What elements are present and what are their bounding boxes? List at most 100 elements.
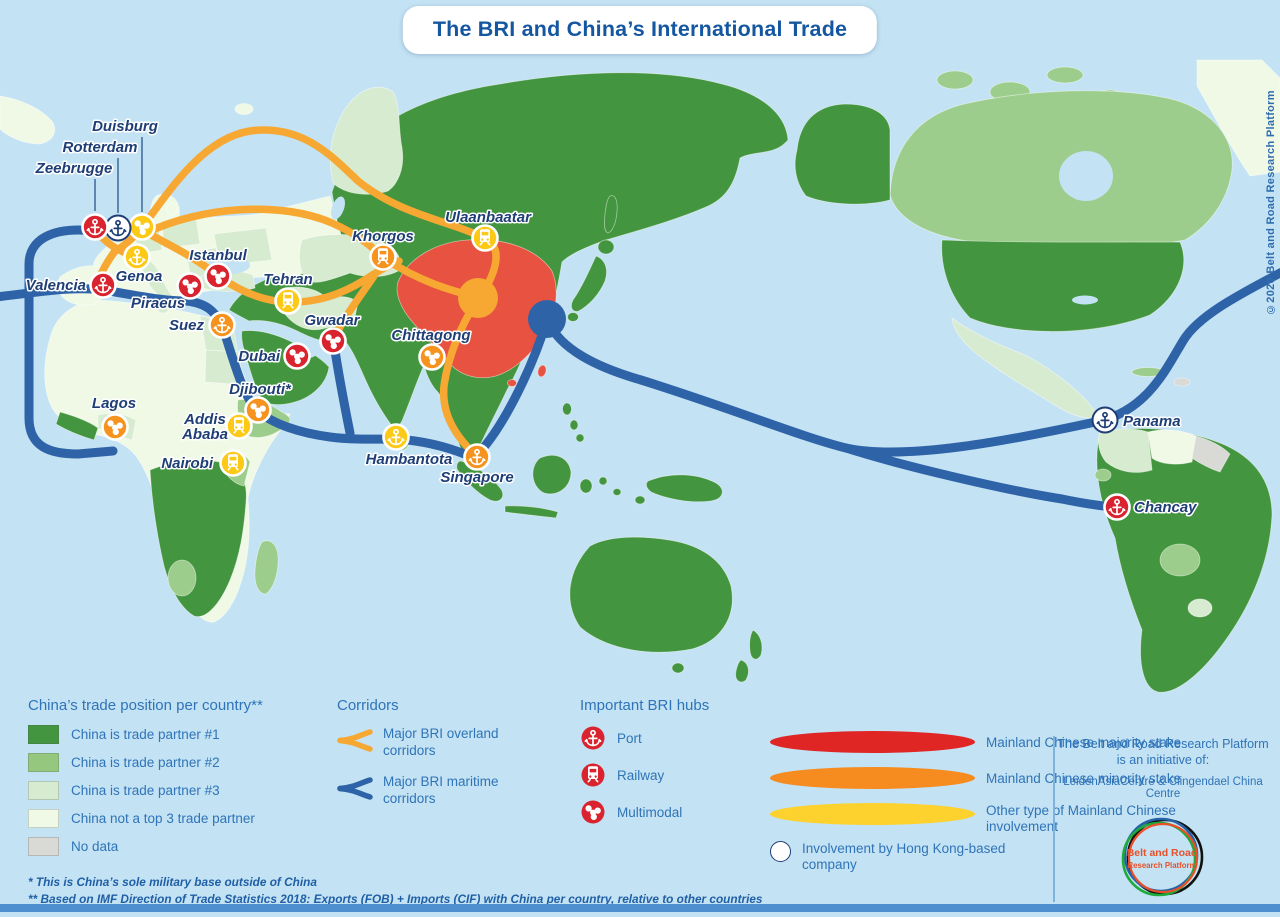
sumatra [456,460,504,502]
city-suez: Suez [167,311,236,339]
city-rotterdam: Rotterdam [61,138,139,242]
city-label-chittagong: Chittagong [391,327,470,344]
city-piraeus: Piraeus [129,272,204,314]
city-label-nairobi: Nairobi [161,455,214,472]
city-label-ulaanbaatar: Ulaanbaatar [445,209,532,226]
city-singapore: Singapore [439,443,515,488]
legend-stakes: Mainland Chinese majority stake Mainland… [770,731,1191,885]
alaska [794,103,891,205]
multimodal-share-icon [581,800,605,824]
color-swatch-partner1 [28,725,59,744]
brrp-logo: Belt and Road Research Platform [1121,817,1204,897]
bolivia [1159,543,1201,577]
city-lagos: Lagos [90,394,138,441]
city-zeebrugge: Zeebrugge [33,159,114,241]
city-panama: Panama [1091,406,1182,434]
city-label-genoa: Genoa [116,268,163,285]
legend-item: No data [28,837,263,856]
borneo [532,454,572,495]
credit-partners: LeidenAsiaCentre & Clingendael China Cen… [1063,776,1263,800]
city-ulaanbaatar: Ulaanbaatar [444,208,534,252]
legend-item: Involvement by Hong Kong-based company [770,841,1191,873]
taiwan [537,364,547,378]
japan-hokkaido [597,239,615,255]
footnotes: * This is China’s sole military base out… [28,874,762,907]
legend-item: China not a top 3 trade partner [28,809,263,828]
port-anchor-icon [581,726,605,750]
maritime-hub-circle [528,300,566,338]
city-addis-ababa: Addis Ababa [180,410,253,445]
footnote-2: ** Based on IMF Direction of Trade Stati… [28,891,763,906]
tasmania [671,662,685,674]
city-label-addis-ababa: Addis Ababa [181,411,228,443]
city-label-tehran: Tehran [263,271,312,288]
legend-item: Multimodal [580,799,709,825]
sakhalin [604,195,618,234]
city-nairobi: Nairobi [160,449,247,477]
yellow-stake-dot [770,803,975,825]
legend-divider [1053,736,1055,902]
orange-stake-dot [770,767,975,789]
legend-hubs: Important BRI hubs Port Railway Multimod… [580,697,709,836]
city-dubai: Dubai [237,342,311,370]
java [504,505,559,519]
new-zealand [749,629,763,660]
city-label-singapore: Singapore [440,469,513,486]
city-chancay: Chancay [1103,493,1199,521]
city-valencia: Valencia [24,271,117,299]
city-label-lagos: Lagos [92,395,136,412]
color-swatch-no-data [28,837,59,856]
footnote-1: * This is China’s sole military base out… [28,875,317,889]
city-chittagong: Chittagong [390,326,472,371]
legend-item: Mainland Chinese majority stake [770,731,1191,753]
svg-text:Research Platform: Research Platform [1128,861,1197,870]
legend-item: Major BRI maritime corridors [337,773,533,807]
color-swatch-partner2 [28,753,59,772]
overland-hub-circle [458,278,498,318]
city-label-hambantota: Hambantota [366,451,453,468]
color-swatch-partner3 [28,781,59,800]
city-markers: Duisburg Rotterdam Zeebrugge Genoa Valencia P… [24,117,1199,521]
city-label-chancay: Chancay [1134,499,1197,516]
legend-trade-position: China’s trade position per country** Chi… [28,697,263,865]
city-duisburg: Duisburg [91,117,159,241]
madagascar [254,540,279,595]
city-label-djibouti: Djibouti* [229,381,292,398]
venezuela [1147,429,1197,465]
legend-hubs-header: Important BRI hubs [580,697,710,714]
new-guinea [645,474,723,503]
corridor-hubs [458,278,566,338]
colombia [1098,428,1153,473]
legend-item: Other type of Mainland Chinese involveme… [770,803,1191,835]
city-label-valencia: Valencia [26,277,86,294]
australia [569,536,733,653]
city-label-gwadar: Gwadar [304,312,360,329]
maritime-corridor-icon [337,777,373,800]
city-khorgos: Khorgos [351,227,415,271]
legend-item: Railway [580,762,709,788]
city-label-suez: Suez [169,317,205,334]
legend-item: Major BRI overland corridors [337,725,533,759]
city-istanbul: Istanbul [188,246,249,290]
legend-corridors: Corridors Major BRI overland corridors M… [337,697,533,821]
city-gwadar: Gwadar [303,311,362,355]
city-label-khorgos: Khorgos [352,228,414,245]
legend-trade-header: China’s trade position per country** [28,697,263,714]
mexico-central-america [951,317,1101,419]
city-label-istanbul: Istanbul [189,247,247,264]
legend-item: China is trade partner #2 [28,753,263,772]
city-label-zeebrugge: Zeebrugge [35,160,113,177]
bottom-bar [0,904,1280,912]
legend-item: Mainland Chinese minority stake [770,767,1191,789]
title-banner: The BRI and China’s International Trade [402,6,878,54]
city-label-dubai: Dubai [238,348,281,365]
svg-text:Belt and Road: Belt and Road [1127,847,1198,859]
city-djibouti: Djibouti* [228,380,293,424]
city-label-piraeus: Piraeus [131,295,185,312]
legend-item: China is trade partner #1 [28,725,263,744]
usa [941,239,1185,332]
legend-item: Port [580,725,709,751]
iceland [234,103,254,115]
city-label-duisburg: Duisburg [92,118,158,135]
